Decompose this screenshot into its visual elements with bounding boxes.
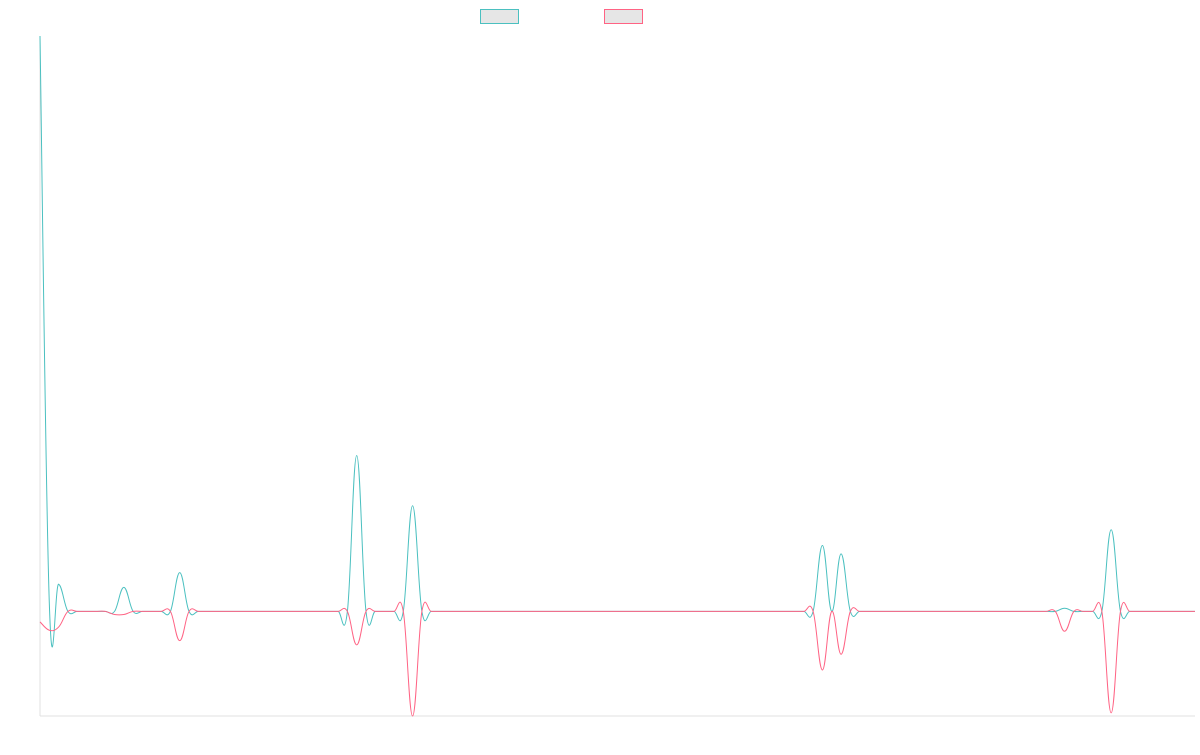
series-layer [39,35,1195,717]
legend [0,9,1200,27]
legend-swatch-series-2 [604,9,643,24]
legend-swatch-series-1 [480,9,519,24]
series-line-2 [39,601,1195,717]
series-line-1 [39,35,1195,648]
legend-item-series-1[interactable] [480,9,525,24]
legend-item-series-2[interactable] [604,9,649,24]
